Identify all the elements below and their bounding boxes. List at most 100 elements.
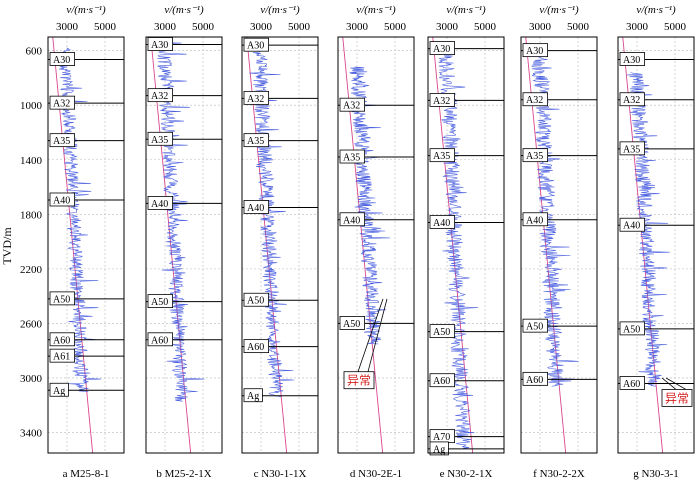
horizon-label: A40	[433, 218, 450, 229]
top-axis-label: v/(m·s⁻¹)	[260, 4, 300, 16]
well-panel: v/(m·s⁻¹) 3000 5000 A30 A32 A35 A40 A50 A60 A70Ag…	[427, 4, 505, 480]
x-tick-label: 3000	[529, 21, 552, 33]
horizon-box	[522, 148, 549, 163]
horizon-box	[49, 291, 76, 306]
top-axis-label: v/(m·s⁻¹)	[636, 4, 676, 16]
horizon-box	[522, 92, 549, 107]
top-axis-label: v/(m·s⁻¹)	[446, 4, 486, 16]
x-tick-label: 5000	[474, 21, 497, 33]
horizon-box	[147, 195, 174, 210]
y-tick-label: 3400	[20, 428, 43, 440]
panel-caption: e N30-2-1X	[440, 468, 493, 480]
panel-caption: b M25-2-1X	[156, 468, 211, 480]
y-tick-label: 3000	[20, 373, 43, 385]
y-axis-label: TVD/m	[0, 227, 14, 265]
top-axis-label: v/(m·s⁻¹)	[66, 4, 106, 16]
anomaly-label: 异常	[665, 391, 689, 405]
panel-frame	[427, 36, 505, 454]
horizon-label: A50	[247, 296, 264, 307]
horizon-box	[243, 339, 270, 354]
anomaly-pointer	[665, 377, 687, 390]
horizon-box	[619, 141, 646, 156]
well-panel: v/(m·s⁻¹) 3000 5000 A30 A32 A35 A40 A50 A60 b M25…	[145, 4, 223, 480]
x-tick-label: 3000	[154, 21, 177, 33]
horizon-label: Ag	[433, 444, 445, 455]
horizon-label: A30	[433, 44, 450, 55]
horizon-label: A50	[526, 322, 543, 333]
horizon-label: A61	[53, 352, 70, 363]
horizon-box	[522, 43, 549, 58]
top-axis-label: v/(m·s⁻¹)	[164, 4, 204, 16]
anomaly-pointer	[367, 298, 388, 372]
horizon-box	[147, 131, 174, 146]
x-tick-label: 3000	[250, 21, 273, 33]
x-tick-label: 3000	[626, 21, 649, 33]
horizon-label: A35	[343, 153, 360, 164]
horizon-label: A60	[247, 342, 264, 353]
horizon-box	[339, 316, 366, 330]
panel-caption: g N30-3-1	[633, 468, 679, 480]
well-panel: v/(m·s⁻¹) 3000 5000 A30 A32 A35 A40 A50 A60 A61 Ag…	[47, 4, 125, 480]
horizon-label: A40	[151, 199, 168, 210]
horizon-label: A32	[151, 91, 168, 102]
horizon-box	[49, 95, 76, 110]
horizon-box	[243, 37, 270, 52]
horizon-label: A60	[526, 375, 543, 386]
horizon-label: A35	[247, 136, 264, 147]
horizon-box	[147, 294, 174, 309]
horizon-label: A35	[151, 135, 168, 146]
horizon-label: A35	[526, 151, 543, 162]
anomaly-label: 异常	[347, 374, 371, 388]
panel-caption: a M25-8-1	[63, 468, 110, 480]
well-panel: v/(m·s⁻¹) 3000 5000 A30 A32 A35 A40 A50 A60 Ag c N…	[241, 4, 319, 480]
y-tick-label: 2200	[20, 264, 43, 276]
horizon-box	[429, 148, 456, 163]
well-panel: v/(m·s⁻¹) 3000 5000 A30 A32 A35 A40 A50 A60 异常 g N…	[617, 4, 695, 480]
horizon-label: A50	[433, 327, 450, 338]
horizon-box	[429, 373, 456, 388]
horizon-label: Ag	[247, 391, 259, 402]
horizon-label: A40	[247, 203, 264, 214]
horizon-label: A30	[151, 40, 168, 51]
panel-frame	[520, 36, 598, 454]
panel-caption: c N30-1-1X	[254, 468, 307, 480]
horizon-label: A32	[343, 101, 360, 112]
horizon-box	[522, 212, 549, 227]
horizon-label: A40	[343, 215, 360, 226]
anomaly-box	[661, 389, 693, 407]
x-tick-label: 5000	[288, 21, 311, 33]
horizon-box	[429, 441, 449, 456]
horizon-box	[522, 371, 549, 386]
horizon-box	[243, 292, 270, 307]
horizon-box	[619, 321, 646, 336]
horizon-box	[429, 93, 456, 107]
horizon-label: A60	[433, 376, 450, 387]
horizon-box	[49, 332, 76, 347]
horizon-label: A32	[247, 94, 264, 105]
horizon-box	[339, 97, 366, 112]
panel-frame	[337, 36, 415, 454]
horizon-box	[339, 212, 366, 227]
x-tick-label: 5000	[664, 21, 687, 33]
panel-caption: f N30-2-2X	[533, 468, 585, 480]
horizon-label: A35	[623, 144, 640, 155]
horizon-box	[339, 149, 366, 164]
horizon-box	[147, 88, 174, 103]
horizon-label: A40	[526, 215, 543, 226]
horizon-box	[49, 382, 69, 397]
horizon-box	[619, 217, 646, 232]
x-tick-label: 3000	[436, 21, 459, 33]
horizon-box	[147, 37, 174, 51]
horizon-label: A50	[53, 294, 70, 305]
horizon-label: A35	[433, 151, 450, 162]
horizon-label: A32	[53, 99, 70, 110]
horizon-label: A60	[623, 379, 640, 390]
horizon-label: A40	[623, 221, 640, 232]
horizon-label: A40	[53, 195, 70, 206]
top-axis-label: v/(m·s⁻¹)	[539, 4, 579, 16]
horizon-box	[429, 324, 456, 339]
y-tick-label: 600	[26, 46, 43, 58]
horizon-box	[49, 133, 76, 148]
panel-frame	[241, 36, 319, 454]
horizon-box	[243, 200, 270, 214]
